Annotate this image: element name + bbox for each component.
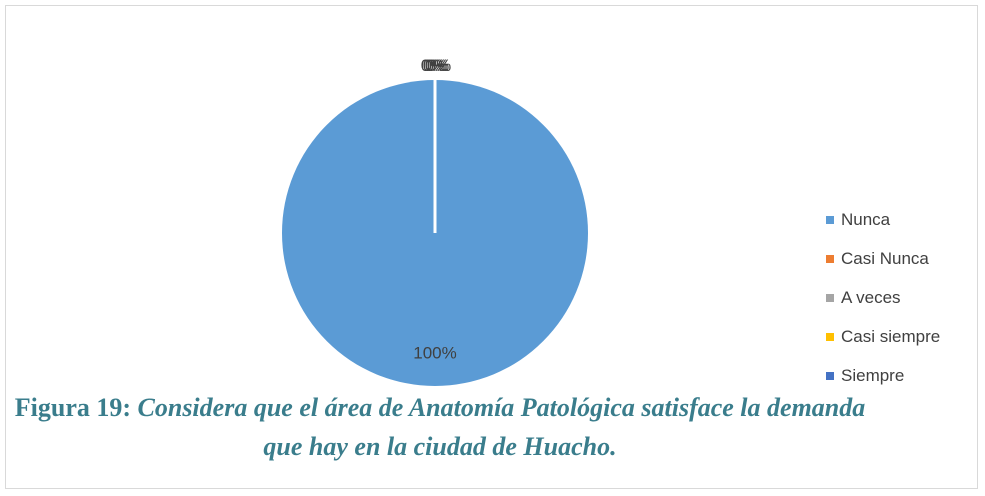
- figure-caption-label: Figura 19:: [14, 393, 132, 422]
- legend-label-casi-siempre: Casi siempre: [841, 327, 941, 346]
- legend-label-siempre: Siempre: [841, 366, 905, 385]
- legend-label-nunca: Nunca: [841, 210, 891, 229]
- legend-swatch-casi-nunca: [826, 255, 834, 263]
- legend-swatch-siempre: [826, 372, 834, 380]
- data-label-casi-siempre: 0%: [425, 56, 450, 75]
- pie-chart: 100%0%0%0%0%: [282, 56, 588, 386]
- legend-swatch-a-veces: [826, 294, 834, 302]
- legend-swatch-casi-siempre: [826, 333, 834, 341]
- legend-label-a-veces: A veces: [841, 288, 901, 307]
- legend-item-siempre: Siempre: [826, 362, 940, 390]
- chart-frame: 100% 0% 0% 0% 0% Nunca Casi Nunca A veces Ca…: [5, 5, 978, 489]
- legend-label-casi-nunca: Casi Nunca: [841, 249, 929, 268]
- figure-caption-text: Considera que el área de Anatomía Patoló…: [131, 393, 866, 461]
- legend-swatch-nunca: [826, 216, 834, 224]
- figure-caption: Figura 19: Considera que el área de Anat…: [6, 388, 874, 466]
- data-label-nunca: 100%: [413, 343, 456, 362]
- legend: Nunca Casi Nunca A veces Casi siempre Si…: [826, 206, 940, 401]
- legend-item-a-veces: A veces: [826, 284, 940, 312]
- data-label-casi-nunca: 0%: [421, 56, 446, 75]
- legend-item-nunca: Nunca: [826, 206, 940, 234]
- data-label-a-veces: 0%: [423, 56, 448, 75]
- legend-item-casi-siempre: Casi siempre: [826, 323, 940, 351]
- legend-item-casi-nunca: Casi Nunca: [826, 245, 940, 273]
- data-label-siempre: 0%: [427, 56, 452, 75]
